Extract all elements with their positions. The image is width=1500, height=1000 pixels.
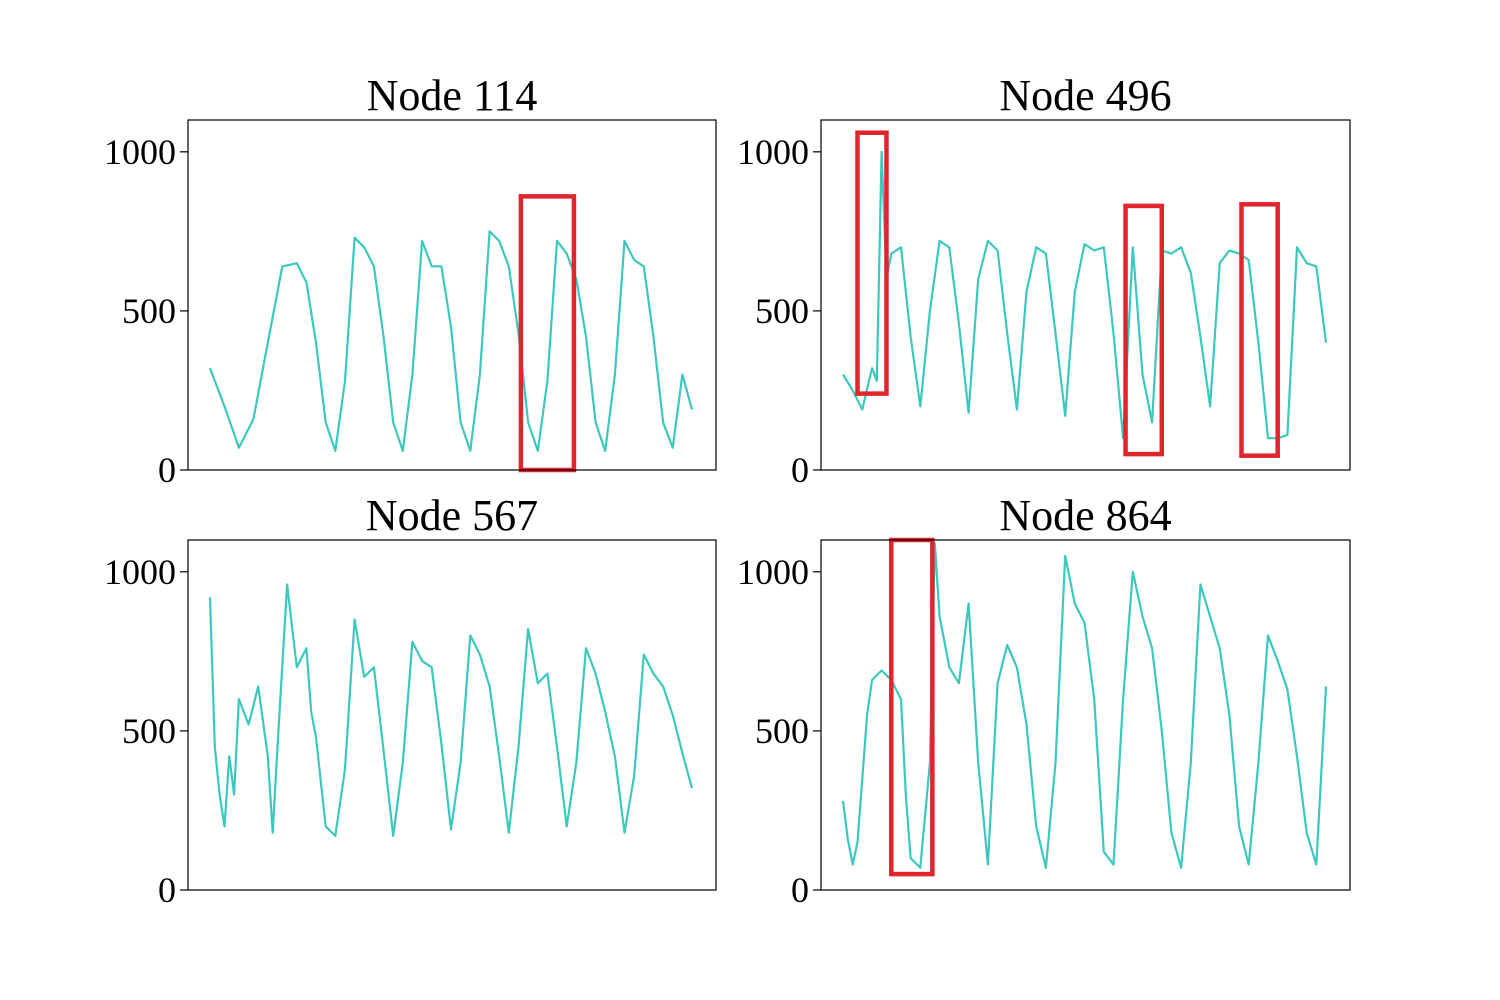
y-tick-label: 0 [158, 450, 176, 490]
chart-title: Node 864 [999, 491, 1171, 540]
anomaly-highlight-box [518, 194, 577, 473]
y-tick-label: 500 [122, 711, 176, 751]
chart-title: Node 567 [366, 491, 538, 540]
y-tick-label: 500 [755, 291, 809, 331]
series-line [208, 230, 694, 452]
y-tick-label: 0 [791, 870, 809, 910]
anomaly-highlight-box [855, 130, 889, 396]
y-tick-label: 500 [122, 291, 176, 331]
series-line [208, 583, 694, 837]
y-tick-label: 1000 [104, 132, 176, 172]
chart-panel: Node 114 0 500 1000 [104, 71, 717, 490]
chart-panel: Node 567 0 500 1000 [104, 491, 717, 910]
y-tick-label: 0 [158, 870, 176, 910]
y-tick-label: 0 [791, 450, 809, 490]
anomaly-highlight-box [889, 537, 935, 877]
chart-panel: Node 496 0 500 1000 [737, 71, 1351, 490]
y-tick-label: 1000 [104, 552, 176, 592]
plot-frame [187, 539, 717, 891]
plot-frame [820, 539, 1351, 891]
plot-frame [820, 119, 1351, 471]
y-tick-label: 500 [755, 711, 809, 751]
anomaly-highlight-box [1239, 202, 1280, 458]
chart-title: Node 496 [999, 71, 1171, 120]
anomaly-highlight-box [1123, 203, 1165, 457]
y-tick-label: 1000 [737, 552, 809, 592]
y-tick-label: 1000 [737, 132, 809, 172]
chart-panel: Node 864 0 500 1000 [737, 491, 1351, 910]
series-line [842, 150, 1328, 440]
plot-frame [187, 119, 717, 471]
series-line [841, 542, 1328, 869]
chart-title: Node 114 [367, 71, 538, 120]
